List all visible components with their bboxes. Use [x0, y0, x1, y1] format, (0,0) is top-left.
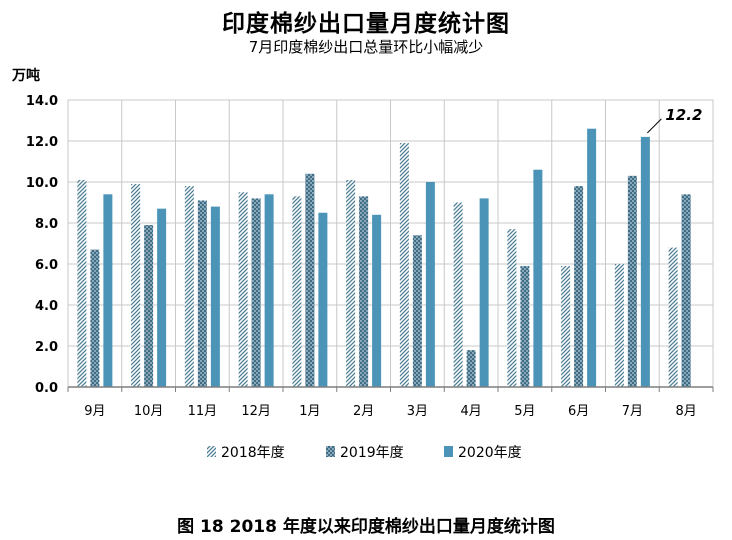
bar-2019年度-4月: [466, 350, 476, 387]
bar-2018年度-3月: [399, 143, 409, 387]
x-tick-label: 5月: [514, 404, 535, 419]
bar-2020年度-4月: [479, 198, 489, 387]
bar-2019年度-7月: [627, 175, 637, 387]
x-tick-label: 3月: [407, 404, 428, 419]
annotation-leader: [647, 118, 662, 134]
x-tick-label: 12月: [241, 404, 271, 419]
y-tick-label: 14.0: [26, 94, 58, 109]
legend-swatch-2018年度: [207, 446, 216, 457]
bar-2020年度-1月: [318, 212, 328, 387]
y-tick-label: 4.0: [35, 299, 58, 314]
bar-2020年度-12月: [264, 194, 274, 387]
bar-2020年度-10月: [157, 208, 167, 387]
x-tick-label: 8月: [675, 404, 696, 419]
y-tick-label: 8.0: [35, 217, 58, 232]
x-tick-label: 10月: [134, 404, 164, 419]
x-tick-label: 9月: [84, 404, 105, 419]
bar-2018年度-2月: [346, 179, 356, 387]
bar-2019年度-11月: [197, 200, 207, 387]
bar-2018年度-10月: [131, 184, 141, 387]
x-tick-label: 1月: [299, 404, 320, 419]
bar-2018年度-8月: [668, 247, 678, 387]
bar-chart: 0.0 2.0 4.0 6.0 8.0 10.0 12.0 14.0 9月 10月 11月 12月 1…: [26, 94, 714, 461]
bar-2019年度-5月: [520, 266, 530, 387]
legend-swatch-2019年度: [326, 446, 335, 457]
bar-2020年度-5月: [533, 169, 543, 387]
bar-2018年度-1月: [292, 196, 302, 387]
bar-2018年度-5月: [507, 229, 517, 387]
y-tick-label: 12.0: [26, 135, 58, 150]
bar-2019年度-1月: [305, 173, 315, 387]
bar-2020年度-2月: [372, 214, 382, 387]
bar-2018年度-11月: [184, 186, 194, 387]
legend: 2018年度 2019年度 2020年度: [207, 445, 522, 461]
legend-label-2018年度: 2018年度: [221, 445, 285, 461]
y-tick-label: 6.0: [35, 258, 58, 273]
x-tick-label: 6月: [568, 404, 589, 419]
bar-2020年度-11月: [210, 206, 220, 387]
bar-2020年度-7月: [640, 136, 650, 387]
bar-2020年度-6月: [587, 128, 597, 387]
annotation-label: 12.2: [665, 106, 702, 124]
legend-swatch-2020年度: [444, 446, 453, 457]
bar-2019年度-12月: [251, 198, 261, 387]
bar-2018年度-9月: [77, 179, 87, 387]
y-axis-ticks: 0.0 2.0 4.0 6.0 8.0 10.0 12.0 14.0: [26, 94, 58, 396]
bar-2019年度-10月: [144, 225, 154, 387]
bars: [77, 128, 691, 387]
y-unit-label: 万吨: [12, 68, 40, 84]
legend-label-2020年度: 2020年度: [458, 445, 522, 461]
legend-label-2019年度: 2019年度: [340, 445, 404, 461]
chart-title: 印度棉纱出口量月度统计图: [222, 10, 510, 37]
annotations: 12.2: [647, 106, 702, 134]
x-tick-label: 2月: [353, 404, 374, 419]
bar-2018年度-7月: [614, 264, 624, 387]
x-tick-label: 11月: [188, 404, 218, 419]
bar-2020年度-3月: [425, 182, 435, 387]
y-tick-label: 0.0: [35, 381, 58, 396]
bar-2019年度-2月: [359, 196, 369, 387]
x-axis: 9月 10月 11月 12月 1月 2月 3月 4月 5月 6月 7月 8月: [67, 386, 714, 419]
bar-2019年度-8月: [681, 194, 691, 387]
y-tick-label: 10.0: [26, 176, 58, 191]
x-tick-label: 7月: [622, 404, 643, 419]
y-tick-label: 2.0: [35, 340, 58, 355]
bar-2020年度-9月: [103, 194, 113, 387]
x-tick-label: 4月: [460, 404, 481, 419]
figure-caption: 图 18 2018 年度以来印度棉纱出口量月度统计图: [177, 517, 555, 537]
bar-2019年度-6月: [574, 186, 584, 387]
chart-subtitle: 7月印度棉纱出口总量环比小幅减少: [248, 38, 484, 56]
bar-2018年度-12月: [238, 192, 248, 387]
bar-2018年度-4月: [453, 202, 463, 387]
grid-lines: [67, 99, 714, 388]
bar-2019年度-9月: [90, 249, 100, 387]
bar-2018年度-6月: [561, 266, 571, 387]
bar-2019年度-3月: [412, 235, 422, 387]
